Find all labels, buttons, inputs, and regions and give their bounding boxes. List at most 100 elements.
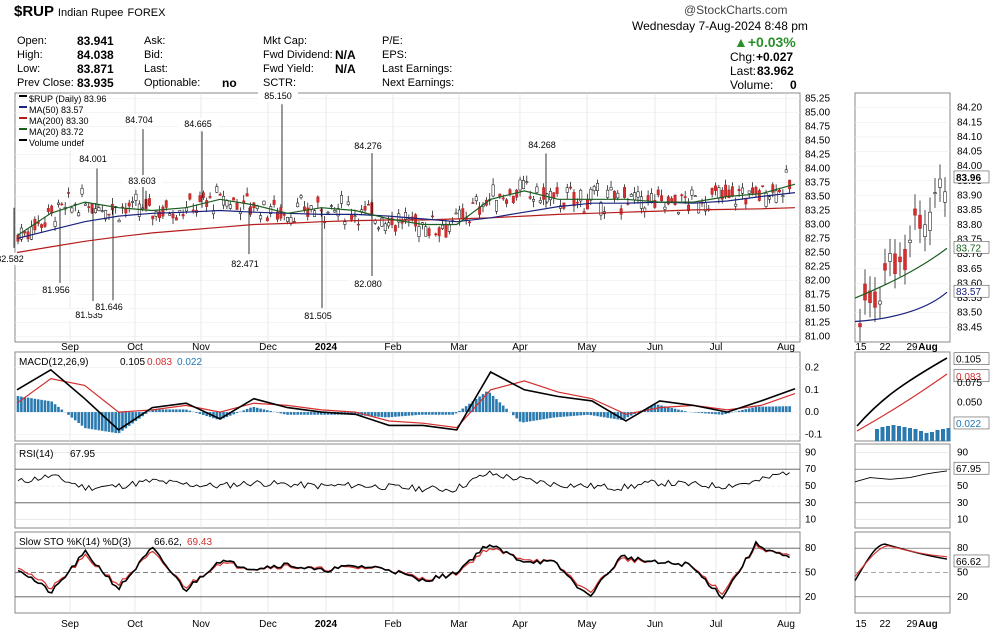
candle-body (302, 206, 306, 211)
annotation-bg (119, 114, 159, 126)
macd-bar (606, 412, 609, 418)
candle-body (390, 217, 394, 225)
macd-bar (410, 412, 414, 416)
macd-bar (390, 412, 394, 418)
inset-macd-bar (941, 429, 945, 441)
price-annotation: 84.276 (354, 141, 382, 151)
candle-body (468, 221, 471, 224)
legend-swatch (19, 106, 27, 108)
candle-body (525, 181, 529, 183)
macd-bar (20, 396, 23, 413)
macd-tick-label: -0.1 (805, 429, 823, 440)
y-tick-label: 83.50 (805, 192, 830, 203)
price-annotation: 81.505 (304, 311, 332, 321)
x-tick-label: Sep (61, 619, 79, 630)
macd-bar (222, 412, 225, 419)
macd-bar (323, 412, 326, 415)
candle-body (164, 200, 168, 208)
annotation-bg (122, 175, 162, 187)
candle-body (400, 221, 404, 224)
x-tick-label: Feb (384, 619, 402, 630)
inset-macd-bar (897, 426, 901, 441)
y-tick-label: 82.25 (805, 261, 830, 272)
candle-body (730, 186, 734, 197)
macd-bar (279, 412, 283, 414)
macd-bar (562, 412, 566, 417)
candle-body (218, 193, 222, 196)
candle-body (441, 224, 445, 229)
macd-bar (431, 412, 434, 415)
annotation-bg (178, 118, 218, 130)
field-label: Prev Close: (17, 77, 74, 89)
macd-bar (363, 412, 367, 416)
inset-ma20-value: 83.72 (956, 243, 981, 254)
inset-sto-tick-label: 50 (957, 568, 969, 579)
candle-body (141, 207, 145, 210)
x-tick-label: Dec (259, 342, 277, 353)
macd-bar (576, 412, 579, 416)
annotation-bg (258, 90, 298, 102)
field-label: Low: (17, 63, 41, 75)
macd-tick-label: 0.0 (805, 407, 819, 418)
annotation-bg (89, 301, 129, 313)
inset-sto-value: 66.62 (956, 557, 981, 568)
price-annotation: 84.268 (528, 140, 556, 150)
macd-bar (97, 412, 101, 431)
macd-bar (693, 412, 697, 413)
macd-bar (309, 412, 313, 415)
macd-bar (47, 400, 50, 413)
candle-body (599, 202, 603, 216)
candle-body (107, 213, 111, 216)
macd-bar (370, 412, 374, 417)
macd-bar (154, 409, 158, 413)
candle-body (606, 189, 610, 198)
last-value: 83.962 (757, 64, 794, 78)
panel-frame-macd (14, 351, 801, 442)
candle-body (629, 194, 633, 197)
x-tick-label: Nov (192, 342, 210, 353)
macd-bar (198, 412, 202, 414)
inset-macd-bar (946, 428, 951, 441)
x-tick-label: 2024 (315, 342, 338, 353)
macd-bar (683, 411, 687, 413)
inset-rsi-value: 67.95 (956, 464, 981, 475)
candle-body (781, 195, 785, 197)
rsi-tick-label: 50 (805, 481, 817, 492)
macd-bar (673, 408, 677, 413)
annotation-bg (522, 139, 562, 151)
candle-body (717, 187, 721, 199)
inset-y-tick-label: 84.20 (957, 103, 982, 114)
macd-bar (768, 406, 771, 413)
macd-bar (53, 404, 57, 413)
candle-body (542, 187, 546, 200)
macd-bar (131, 412, 134, 424)
field-value: 83.941 (77, 34, 114, 48)
macd-bar (161, 409, 165, 413)
candle-body (336, 208, 340, 217)
legend-swatch (19, 117, 27, 119)
price-annotation: 81.956 (42, 285, 70, 295)
inset-macd-bar (935, 430, 940, 441)
rsi-tick-label: 10 (805, 515, 817, 526)
y-tick-label: 82.50 (805, 247, 830, 258)
inset-macd-bar (924, 433, 929, 441)
candle-body (693, 195, 697, 197)
y-tick-label: 83.75 (805, 178, 830, 189)
candle-body (727, 189, 731, 199)
macd-bar (697, 412, 700, 413)
candle-body (87, 206, 91, 208)
macd-bar (232, 412, 235, 415)
x-tick-label: Apr (512, 619, 528, 630)
macd-bar (491, 395, 495, 413)
macd-bar (313, 412, 316, 415)
inset-candle-body (873, 291, 877, 308)
candle-body (356, 223, 360, 226)
macd-bar (603, 412, 606, 418)
candle-body (757, 190, 761, 201)
inset-macd-tick-label: 0.050 (957, 397, 982, 408)
macd-bar (80, 412, 84, 426)
candle-body (592, 186, 596, 192)
sto-k-line (17, 540, 791, 600)
macd-bar (249, 407, 252, 413)
